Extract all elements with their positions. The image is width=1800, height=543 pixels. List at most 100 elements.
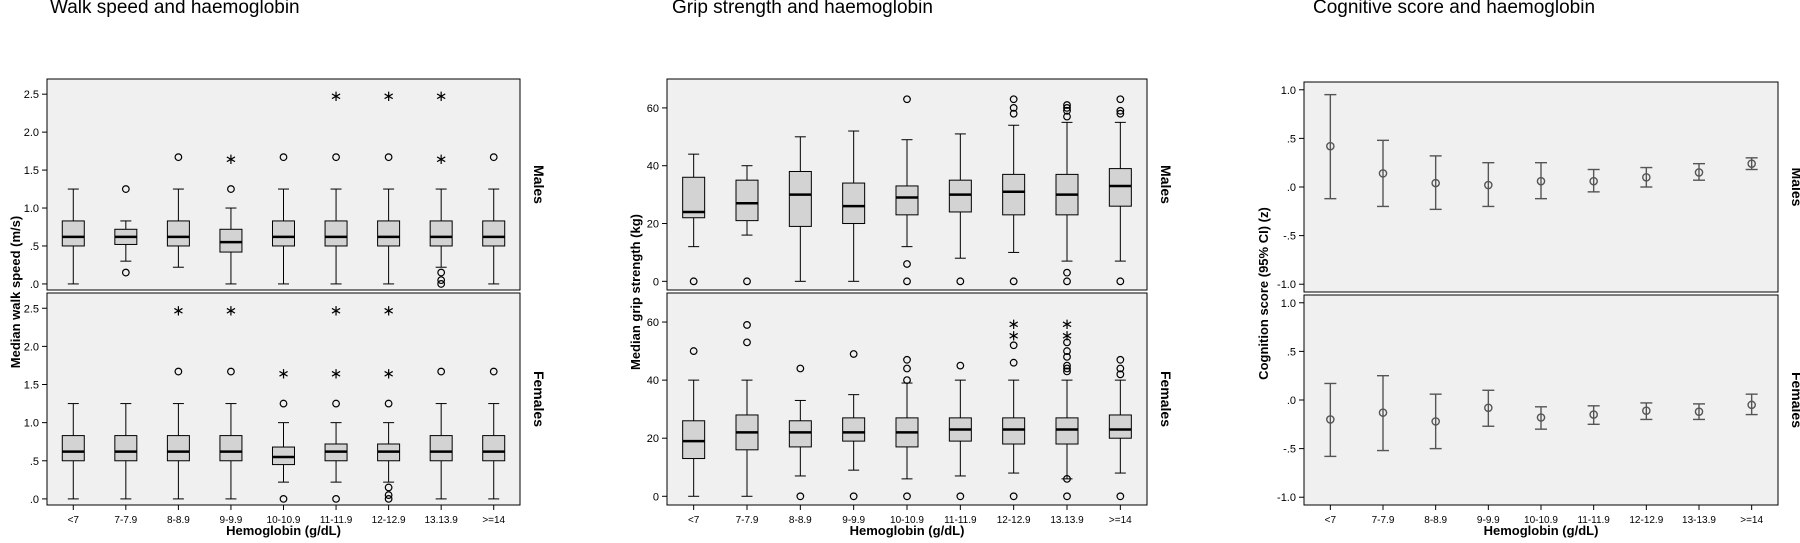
x-tick-label: 10-10.9: [267, 515, 301, 526]
box-0: [682, 153, 706, 286]
errorbar-6: [1640, 402, 1653, 421]
box-iqr: [1108, 414, 1132, 439]
outlier-point: [796, 492, 805, 501]
outlier-point: [332, 494, 340, 503]
chart-title-walk: Walk speed and haemoglobin: [50, 0, 300, 18]
box-8: [482, 367, 506, 500]
mean-point: [1378, 169, 1388, 178]
errorbar-0: [1324, 93, 1337, 200]
panel-label-females: Females: [531, 371, 547, 427]
x-tick-label: 8-8.9: [789, 515, 812, 526]
y-axis-label: Median grip strength (kg): [628, 214, 643, 370]
mean-point: [1431, 417, 1440, 426]
y-tick-label: 1.0: [1281, 298, 1296, 310]
x-tick-label: 9-9.9: [220, 515, 243, 526]
box-iqr: [895, 185, 919, 216]
outlier-point: [384, 494, 393, 503]
x-tick-label: 10-10.9: [890, 515, 924, 526]
box-iqr: [482, 220, 506, 247]
box-4: [895, 355, 919, 501]
outlier-point: [489, 367, 498, 376]
x-tick-label: 7-7.9: [736, 515, 759, 526]
box-iqr: [114, 435, 138, 462]
outlier-point: [121, 185, 130, 193]
outlier-point: [1063, 474, 1071, 483]
outlier-point: [1116, 95, 1125, 104]
y-tick-label: -.5: [1283, 231, 1296, 243]
errorbar-2: [1429, 155, 1442, 211]
box-1: [735, 321, 759, 497]
outlier-point: [227, 185, 235, 193]
box-5: [948, 361, 972, 501]
box-iqr: [219, 435, 243, 462]
box-3: ∗: [219, 151, 243, 285]
x-tick-label: >=14: [482, 515, 505, 526]
errorbar-4: [1535, 406, 1547, 430]
box-iqr: [166, 435, 190, 462]
box-2: [788, 364, 812, 501]
outlier-point: [1116, 492, 1125, 501]
box-iqr: [682, 176, 706, 219]
x-tick-label: >=14: [1109, 515, 1132, 526]
errorbar-2: [1429, 393, 1442, 450]
y-tick-label: .0: [30, 494, 39, 506]
mean-point: [1747, 400, 1756, 410]
box-4: [272, 153, 295, 285]
box-0: [61, 188, 85, 285]
outlier-point: [796, 364, 805, 373]
box-iqr: [324, 220, 348, 247]
y-tick-label: 2.5: [24, 89, 39, 101]
errorbar-0: [1324, 382, 1337, 458]
y-tick-label: -1.0: [1277, 279, 1296, 291]
y-tick-label: .5: [30, 241, 39, 253]
errorbar-7: [1693, 403, 1705, 421]
y-tick-label: .5: [1287, 346, 1296, 358]
box-2: [166, 153, 190, 268]
x-tick-label: 12-12.9: [997, 515, 1031, 526]
errorbar-4: [1535, 161, 1547, 200]
extreme-point: ∗: [172, 302, 185, 319]
outlier-point: [1063, 352, 1071, 361]
box-7: ∗∗: [1055, 316, 1079, 501]
box-5: ∗: [324, 88, 348, 285]
outlier-point: [903, 355, 911, 364]
box-8: [1108, 95, 1132, 286]
mean-point: [1747, 159, 1756, 168]
outlier-point: [903, 277, 911, 286]
x-tick-label: >=14: [1740, 515, 1763, 526]
box-iqr: [735, 179, 759, 222]
y-tick-label: .0: [30, 279, 39, 291]
outlier-point: [849, 492, 858, 501]
y-tick-label: 60: [647, 317, 659, 329]
outlier-point: [437, 280, 446, 288]
box-7: [429, 367, 453, 500]
panel-label-females: Females: [1789, 372, 1800, 428]
outlier-point: [1009, 95, 1018, 104]
outlier-point: [903, 492, 911, 501]
errorbar-8: [1745, 393, 1758, 416]
box-iqr: [166, 220, 190, 247]
errorbar-7: [1693, 162, 1705, 181]
outlier-point: [1116, 355, 1125, 364]
box-5: ∗∗: [324, 302, 348, 503]
extreme-point: ∗: [1061, 316, 1074, 333]
box-7: [1055, 101, 1079, 286]
x-axis-label: Hemoglobin (g/dL): [1484, 523, 1599, 538]
panel-males: -1.0 -.5 .0 .5 1.0 Males: [1277, 81, 1800, 293]
box-6: ∗∗: [377, 302, 401, 503]
mean-point: [1326, 141, 1335, 151]
mean-point: [1431, 178, 1440, 188]
box-3: ∗: [219, 302, 243, 500]
extreme-point: ∗: [1061, 328, 1074, 345]
chart-title-grip: Grip strength and haemoglobin: [672, 0, 933, 18]
mean-point: [1484, 403, 1493, 413]
x-tick-label: 11-11.9: [1577, 515, 1610, 526]
x-tick-label: 8-8.9: [1424, 515, 1447, 526]
y-tick-label: 40: [647, 375, 659, 387]
outlier-point: [903, 260, 911, 268]
x-axis-label: Hemoglobin (g/dL): [226, 523, 341, 538]
x-tick-label: 13.13.9: [1050, 515, 1084, 526]
box-3: [842, 130, 866, 282]
outlier-point: [743, 277, 751, 286]
